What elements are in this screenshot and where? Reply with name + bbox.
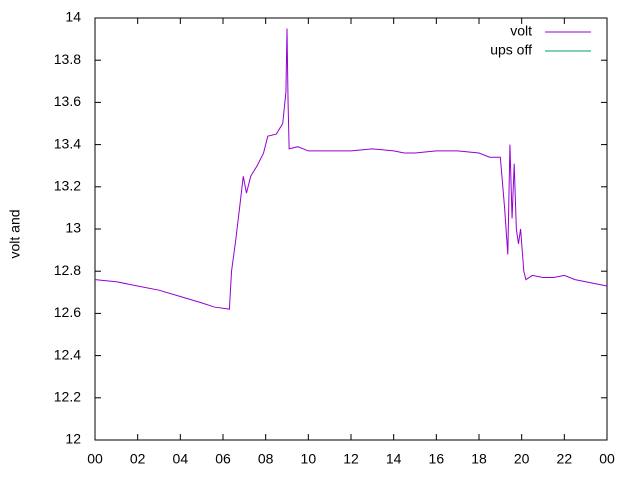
x-tick-label: 00 xyxy=(87,451,103,467)
y-tick-label: 13 xyxy=(65,220,81,236)
x-tick-label: 00 xyxy=(599,451,615,467)
legend-label: ups off xyxy=(490,42,532,58)
x-tick-label: 04 xyxy=(173,451,189,467)
x-tick-label: 10 xyxy=(301,451,317,467)
x-tick-label: 12 xyxy=(343,451,359,467)
y-axis-label: volt and xyxy=(7,209,23,258)
y-tick-label: 13.6 xyxy=(54,93,81,109)
x-tick-label: 22 xyxy=(557,451,573,467)
x-tick-label: 02 xyxy=(130,451,146,467)
y-tick-label: 14 xyxy=(65,9,81,25)
y-tick-label: 12.4 xyxy=(54,346,81,362)
plot-frame xyxy=(94,17,608,441)
x-tick-label: 18 xyxy=(471,451,487,467)
x-tick-label: 08 xyxy=(258,451,274,467)
x-tick-label: 14 xyxy=(386,451,402,467)
y-tick-label: 12.8 xyxy=(54,262,81,278)
y-tick-label: 12.2 xyxy=(54,389,81,405)
y-tick-label: 13.2 xyxy=(54,178,81,194)
legend-label: volt xyxy=(510,23,532,39)
x-tick-label: 16 xyxy=(429,451,445,467)
y-tick-label: 12 xyxy=(65,431,81,447)
y-tick-label: 13.4 xyxy=(54,135,81,151)
x-tick-label: 20 xyxy=(514,451,530,467)
series-line xyxy=(94,28,608,310)
y-tick-label: 13.8 xyxy=(54,51,81,67)
x-tick-label: 06 xyxy=(215,451,231,467)
y-tick-label: 12.6 xyxy=(54,304,81,320)
